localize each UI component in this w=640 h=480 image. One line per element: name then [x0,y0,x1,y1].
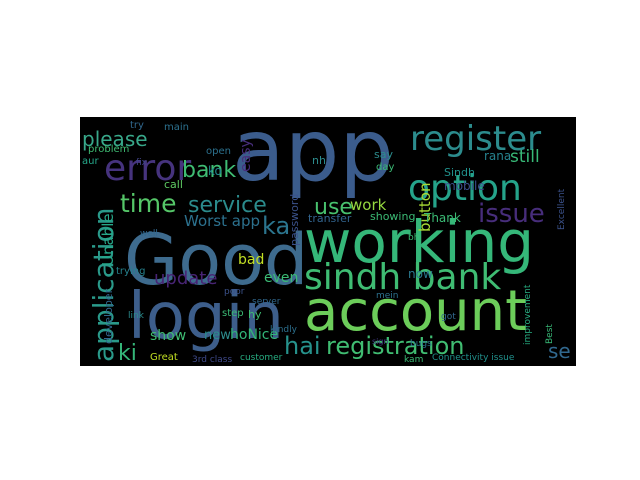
word: new [204,328,231,343]
word: password [288,194,301,246]
word: register [410,119,541,159]
word: hoNice [230,327,278,343]
word: issue [478,199,545,229]
word: Connectivity issue [432,353,515,363]
word: even [264,270,298,286]
word: option [408,168,522,209]
word: hai [284,332,321,360]
word: mobile [444,179,485,193]
word: Thank [423,211,461,225]
word: trying [116,266,145,277]
word: got [441,312,456,322]
word: bhi [408,233,422,243]
word: ka [262,212,290,240]
word: 3rd class [192,355,232,365]
word: call [164,178,183,191]
word: time [120,189,176,218]
word: kam [404,355,423,365]
word: ki [118,341,137,366]
word: poor [224,287,245,297]
word: Great [150,352,178,363]
word: se [548,339,571,363]
word: hy [248,308,262,321]
word: main [164,122,189,133]
word: button [416,183,434,232]
word: bad [238,252,264,268]
word: ko [208,164,222,178]
word: bugs [410,339,432,349]
word: transfer [308,212,352,225]
word: login [128,280,284,354]
word: fix [136,158,148,168]
word: show [150,328,186,344]
word: well [140,229,158,239]
word: customer [240,353,283,363]
word: service [188,193,267,218]
word: improvement [523,284,533,345]
word: link [128,311,145,321]
word: mein [376,291,399,301]
word: Unable [99,213,117,266]
word: developer [102,288,115,344]
word: problem [88,144,129,155]
word: Worst app [184,212,260,230]
word: use [314,195,353,220]
word: Best [545,324,555,344]
word: error [104,148,191,189]
word: nh [312,154,326,167]
word: rana [484,149,511,163]
word: try [130,120,144,131]
word: update [154,268,217,289]
word: now [408,267,433,281]
word: sign [372,337,389,346]
word: Good [124,219,308,301]
word: day [376,162,394,173]
word: app [232,101,394,201]
word: please [82,127,148,151]
word: showing [370,210,415,223]
word: application [87,208,120,362]
word: easy [238,139,254,172]
word: registration [326,332,464,360]
word: bank [182,158,236,183]
word: account [304,279,527,344]
word: server [252,297,281,307]
word: say [374,148,393,161]
word: step [222,308,244,319]
word: Excellent [557,188,567,230]
word: open [206,146,231,157]
word: aur [82,156,99,167]
word: sindh bank [304,257,501,298]
word: kindly [270,325,298,335]
word: Sindh [444,166,475,179]
word: still [510,147,540,167]
word: working [304,208,534,276]
cloud-background [80,117,576,366]
word: work [350,196,387,214]
